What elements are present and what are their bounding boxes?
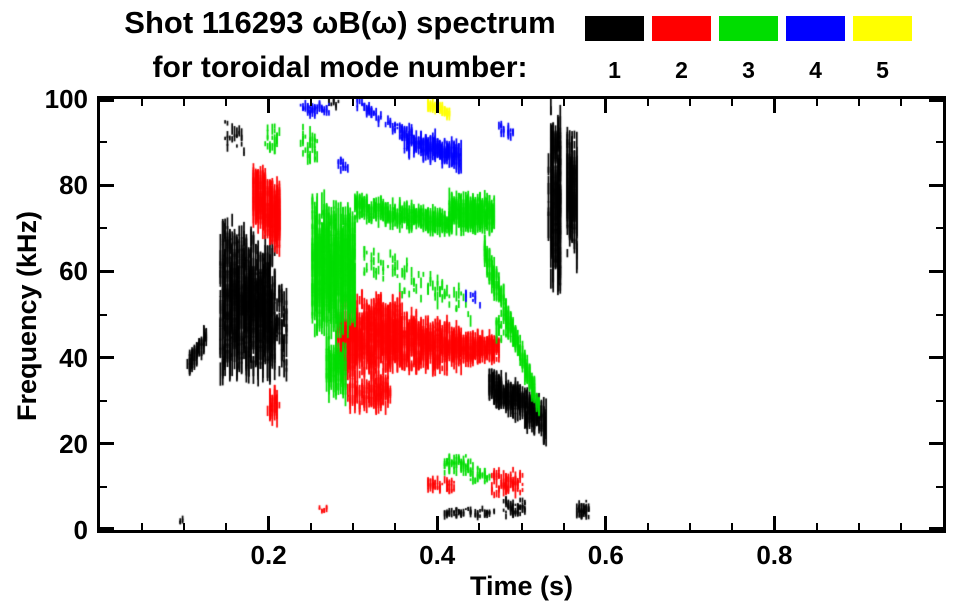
axis-tick (520, 523, 523, 530)
axis-tick (936, 227, 943, 230)
legend-labels: 1 2 3 4 5 (585, 57, 912, 84)
y-axis-label: Frequency (kHz) (12, 210, 42, 422)
axis-tick (394, 523, 397, 530)
axis-tick (857, 99, 860, 106)
x-tick-label: 0.4 (419, 540, 456, 570)
legend-label-3: 3 (742, 57, 755, 83)
axis-tick (309, 523, 312, 530)
axis-tick (929, 183, 943, 187)
axis-tick (478, 99, 481, 106)
axis-tick (562, 99, 565, 106)
axis-tick (646, 99, 649, 106)
y-tick-label: 80 (59, 170, 88, 201)
plot-canvas (100, 99, 943, 530)
axis-tick (100, 442, 114, 446)
axis-tick (435, 516, 439, 530)
legend-swatch-5 (853, 16, 912, 41)
axis-tick (267, 99, 271, 113)
legend-swatch-2 (652, 16, 711, 41)
y-tick-label: 0 (73, 515, 88, 545)
axis-tick (520, 99, 523, 106)
axis-tick (394, 99, 397, 106)
axis-tick (183, 523, 186, 530)
axis-tick (772, 99, 776, 113)
axis-tick (100, 313, 107, 316)
axis-tick (183, 99, 186, 106)
legend-swatch-1 (585, 16, 644, 41)
axis-tick (225, 523, 228, 530)
axis-tick (936, 313, 943, 316)
axis-tick (899, 523, 902, 530)
axis-tick (936, 485, 943, 488)
axis-tick (646, 523, 649, 530)
axis-tick (100, 485, 107, 488)
x-tick-label: 0.6 (587, 540, 624, 570)
chart-title: Shot 116293 ωB(ω) spectrum (124, 5, 556, 40)
axis-tick (936, 399, 943, 402)
axis-tick (309, 99, 312, 106)
x-tick-label: 0.8 (756, 540, 793, 570)
axis-tick (772, 516, 776, 530)
y-tick-label: 60 (59, 256, 88, 287)
axis-tick (435, 99, 439, 113)
y-tick-label: 20 (59, 428, 88, 459)
axis-tick (815, 523, 818, 530)
axis-tick (141, 523, 144, 530)
legend-swatch-3 (719, 16, 778, 41)
axis-tick (100, 227, 107, 230)
axis-tick (100, 399, 107, 402)
axis-tick (100, 99, 114, 102)
y-tick-label: 100 (44, 84, 88, 114)
axis-tick (689, 523, 692, 530)
axis-tick (100, 141, 107, 144)
legend-label-1: 1 (608, 57, 621, 83)
plot-area (97, 96, 946, 533)
axis-tick (604, 99, 608, 113)
axis-tick (929, 356, 943, 360)
x-tick-label: 0.2 (250, 540, 287, 570)
axis-tick (604, 516, 608, 530)
axis-tick (100, 269, 114, 273)
axis-tick (731, 523, 734, 530)
legend (585, 16, 912, 41)
legend-label-4: 4 (809, 57, 822, 83)
axis-tick (478, 523, 481, 530)
legend-title: for toroidal mode number: (152, 51, 528, 84)
axis-tick (351, 523, 354, 530)
axis-tick (562, 523, 565, 530)
axis-tick (815, 99, 818, 106)
axis-tick (929, 99, 943, 102)
axis-tick (100, 183, 114, 187)
legend-label-2: 2 (675, 57, 688, 83)
axis-tick (899, 99, 902, 106)
axis-tick (929, 442, 943, 446)
axis-tick (100, 356, 114, 360)
axis-tick (689, 99, 692, 106)
y-tick-label: 40 (59, 342, 88, 373)
legend-swatch-4 (786, 16, 845, 41)
axis-tick (141, 99, 144, 106)
axis-tick (100, 527, 114, 530)
axis-tick (351, 99, 354, 106)
axis-tick (857, 523, 860, 530)
axis-tick (731, 99, 734, 106)
axis-tick (929, 269, 943, 273)
axis-tick (267, 516, 271, 530)
axis-tick (936, 141, 943, 144)
axis-tick (225, 99, 228, 106)
x-axis-label: Time (s) (469, 571, 574, 601)
axis-tick (929, 527, 943, 530)
legend-label-5: 5 (876, 57, 889, 83)
